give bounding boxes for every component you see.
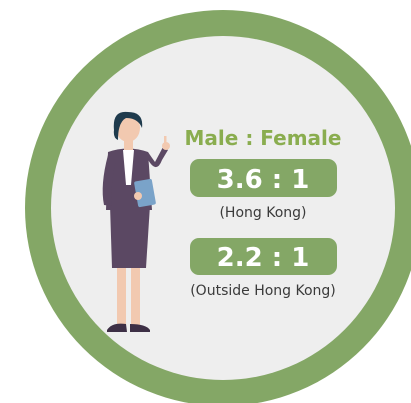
ratio-pill (190, 159, 337, 197)
region: (Hong Kong) (219, 205, 306, 221)
woman-illustration (102, 111, 170, 332)
region: (Outside Hong Kong) (190, 283, 336, 299)
heading: Male : Female (185, 126, 342, 150)
ratio: 3.6 : 1 (217, 165, 310, 195)
ratio: 2.2 : 1 (217, 243, 310, 273)
ratio-pill (190, 238, 337, 275)
